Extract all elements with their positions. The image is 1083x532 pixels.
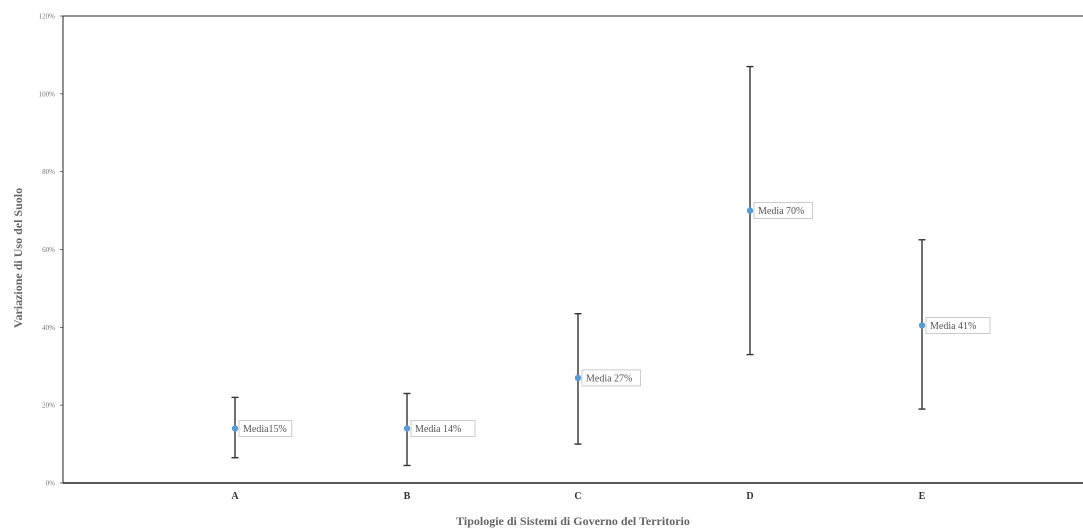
y-tick-label: 20%: [42, 402, 55, 410]
y-axis-title: Variazione di Uso del Suolo: [11, 188, 25, 328]
mean-label: Media 14%: [415, 424, 461, 435]
y-tick-label: 0%: [46, 480, 56, 488]
mean-label: Media 41%: [930, 321, 976, 332]
y-tick-label: 80%: [42, 168, 55, 176]
axes: [62, 15, 1083, 484]
mean-label-box: [238, 420, 293, 437]
mean-label: Media 70%: [758, 206, 804, 217]
mean-point: [918, 322, 926, 329]
y-tick-label: 60%: [42, 246, 55, 254]
axis-titles: Tipologie di Sistemi di Governo del Terr…: [11, 188, 690, 528]
mean-point: [746, 207, 754, 214]
x-tick-label: E: [919, 491, 926, 502]
mean-point: [231, 425, 239, 432]
mean-label-box: [581, 369, 641, 387]
mean-label: Media15%: [243, 424, 287, 435]
mean-point: [403, 425, 411, 432]
y-tick-label: 40%: [42, 324, 55, 332]
x-tick-label: D: [746, 491, 753, 502]
data-point-group: Media 41%: [918, 239, 991, 410]
y-tick-label: 100%: [39, 90, 56, 98]
y-ticks: 0% 20% 40% 60% 80% 100% 120%: [39, 13, 63, 488]
x-ticks: A B C D E: [231, 491, 925, 502]
x-axis-title: Tipologie di Sistemi di Governo del Terr…: [456, 514, 690, 528]
x-tick-label: A: [231, 491, 239, 502]
x-tick-label: B: [404, 491, 411, 502]
data-point-group: Media 14%: [403, 392, 476, 467]
mean-label-box: [753, 202, 813, 219]
y-tick-label: 120%: [39, 13, 56, 21]
data-point-group: Media15%: [231, 396, 293, 459]
data-marks: Media15% Media 14% Media 27% Media 70% Media…: [231, 65, 991, 467]
mean-label-box: [410, 420, 476, 437]
mean-label: Media 27%: [586, 373, 632, 384]
data-point-group: Media 27%: [574, 313, 641, 445]
mean-point: [574, 374, 582, 382]
x-tick-label: C: [574, 491, 581, 502]
data-point-group: Media 70%: [746, 65, 813, 356]
mean-label-box: [925, 316, 991, 334]
